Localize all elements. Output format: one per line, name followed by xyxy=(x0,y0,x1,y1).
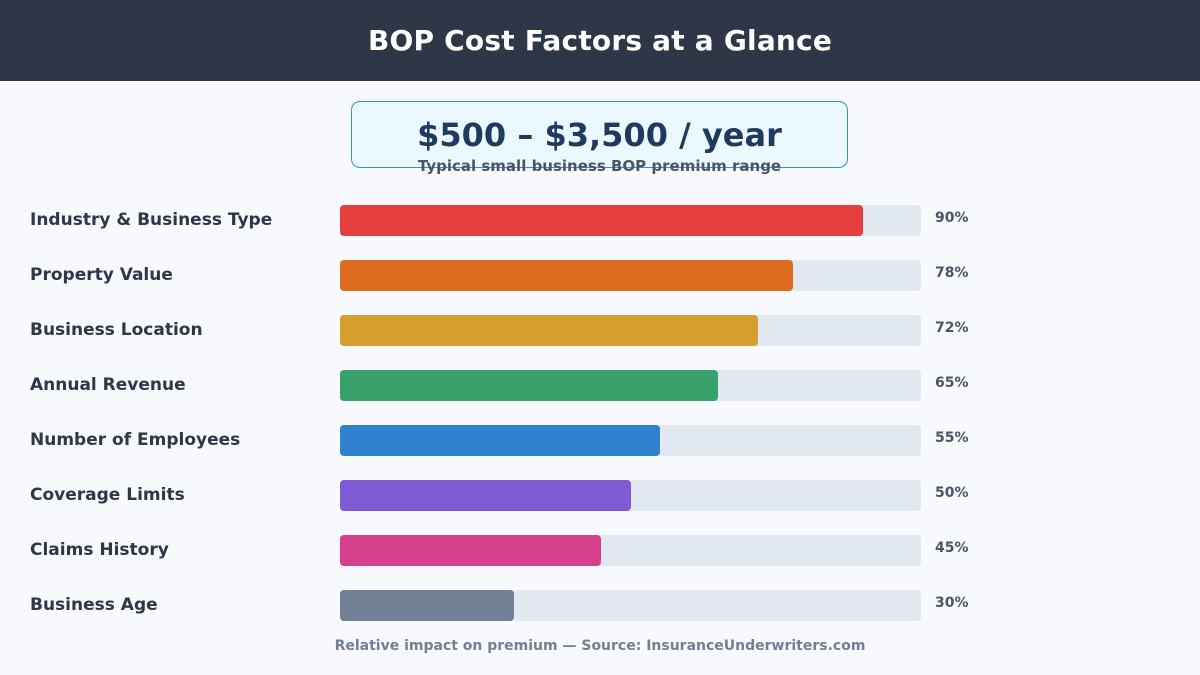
bar-category-label: Business Age xyxy=(30,595,158,615)
bar-row: Property Value 78% xyxy=(0,260,1200,291)
bar-track xyxy=(340,315,921,346)
premium-range-subtitle: Typical small business BOP premium range xyxy=(417,157,782,175)
bar-value-label: 78% xyxy=(935,265,969,281)
bar xyxy=(340,425,660,456)
bar-value-label: 45% xyxy=(935,540,969,556)
bar xyxy=(340,315,759,346)
bar xyxy=(340,590,515,621)
bar-row: Claims History 45% xyxy=(0,535,1200,566)
chart-footer-note: Relative impact on premium — Source: Ins… xyxy=(334,638,866,654)
bar-row: Business Age 30% xyxy=(0,590,1200,621)
bar-row: Industry & Business Type 90% xyxy=(0,205,1200,236)
bar-track xyxy=(340,535,921,566)
bar-category-label: Annual Revenue xyxy=(30,375,186,395)
bar-value-label: 65% xyxy=(935,375,969,391)
bar xyxy=(340,260,794,291)
bar xyxy=(340,480,631,511)
bar-value-label: 30% xyxy=(935,595,969,611)
bar-row: Business Location 72% xyxy=(0,315,1200,346)
bar-row: Coverage Limits 50% xyxy=(0,480,1200,511)
bar-value-label: 55% xyxy=(935,430,969,446)
bar-track xyxy=(340,425,921,456)
chart-title: BOP Cost Factors at a Glance xyxy=(367,24,833,57)
bar-track xyxy=(340,205,921,236)
bar-value-label: 90% xyxy=(935,210,969,226)
bar-category-label: Number of Employees xyxy=(30,430,241,450)
bar-value-label: 72% xyxy=(935,320,969,336)
bar-track xyxy=(340,480,921,511)
bar-row: Number of Employees 55% xyxy=(0,425,1200,456)
bar-track xyxy=(340,590,921,621)
premium-range-value: $500 – $3,500 / year xyxy=(417,116,782,154)
bar-category-label: Industry & Business Type xyxy=(30,210,273,230)
bar-category-label: Property Value xyxy=(30,265,173,285)
chart-header: BOP Cost Factors at a Glance xyxy=(0,0,1200,81)
bar xyxy=(340,535,602,566)
bar-track xyxy=(340,370,921,401)
bar-category-label: Claims History xyxy=(30,540,169,560)
bar-value-label: 50% xyxy=(935,485,969,501)
bar-track xyxy=(340,260,921,291)
premium-range-box: $500 – $3,500 / year Typical small busin… xyxy=(351,101,848,175)
bar-category-label: Coverage Limits xyxy=(30,485,185,505)
bar-row: Annual Revenue 65% xyxy=(0,370,1200,401)
bar xyxy=(340,205,863,236)
bar-category-label: Business Location xyxy=(30,320,203,340)
bar xyxy=(340,370,718,401)
